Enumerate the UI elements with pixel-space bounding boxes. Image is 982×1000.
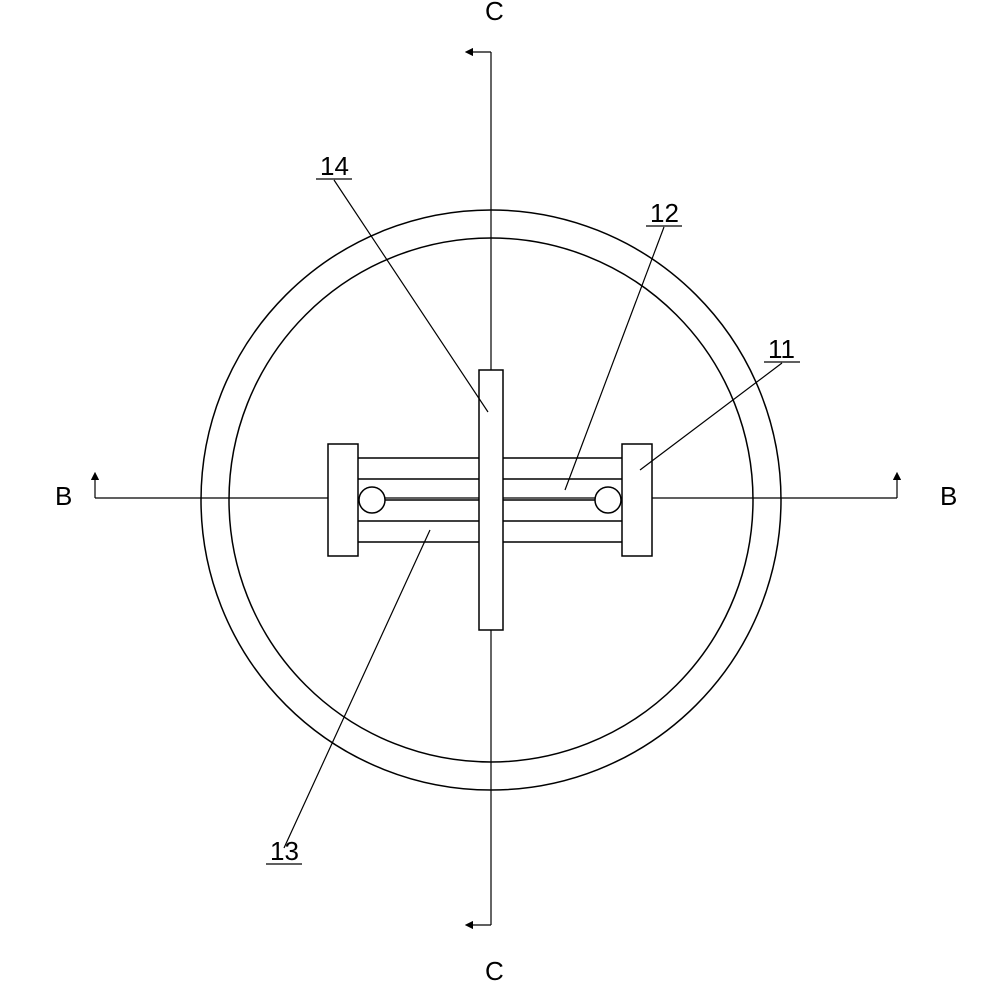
end-plate-right bbox=[622, 444, 652, 556]
callout-label-11: 11 bbox=[768, 334, 795, 364]
technical-diagram: 14 12 11 13 B B C C bbox=[0, 0, 982, 1000]
end-plate-left bbox=[328, 444, 358, 556]
callout-label-13: 13 bbox=[270, 836, 299, 866]
section-label-b-right: B bbox=[940, 481, 957, 511]
center-plate bbox=[479, 370, 503, 630]
callout-label-14: 14 bbox=[320, 151, 349, 181]
section-label-c-top: C bbox=[485, 0, 504, 26]
hole-right bbox=[595, 487, 621, 513]
section-label-b-left: B bbox=[55, 481, 72, 511]
hole-left bbox=[359, 487, 385, 513]
callout-label-12: 12 bbox=[650, 198, 679, 228]
section-label-c-bottom: C bbox=[485, 956, 504, 986]
